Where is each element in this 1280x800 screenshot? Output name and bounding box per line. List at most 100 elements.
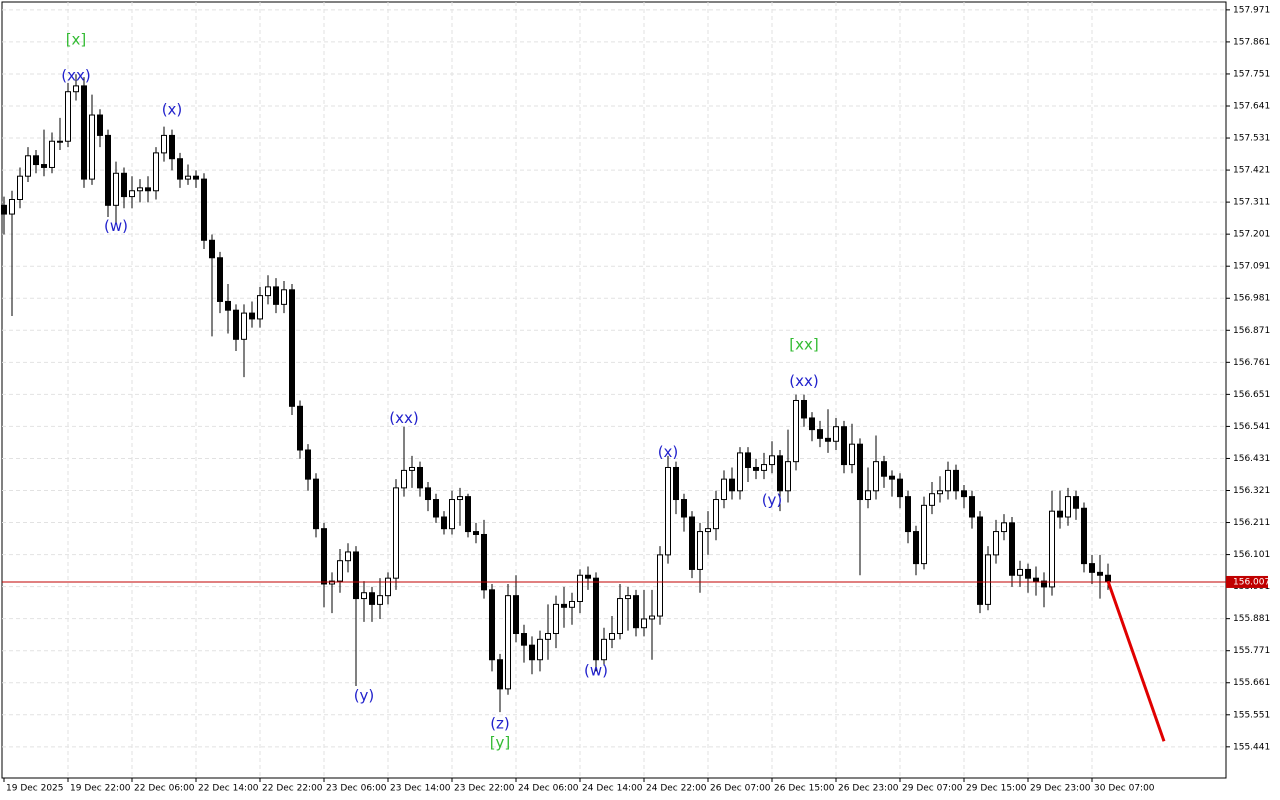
candle-body	[401, 469, 407, 489]
candle-body	[161, 134, 167, 154]
y-tick-label: 156.541	[1233, 422, 1270, 432]
x-tick-label: 19 Dec 2025	[6, 784, 64, 794]
candle-body	[265, 286, 271, 297]
candle-body	[633, 595, 639, 629]
candle-body	[97, 114, 103, 136]
wave-label: (xx)	[61, 66, 90, 84]
plot-frame	[1, 1, 1227, 779]
candle-body	[1033, 577, 1039, 582]
y-tick-label: 156.651	[1233, 390, 1270, 400]
candle-body	[241, 312, 247, 340]
candle-body	[289, 289, 295, 407]
wave-label: (z)	[490, 714, 510, 732]
x-tick-label: 29 Dec 15:00	[966, 784, 1027, 794]
candle-body	[753, 466, 759, 471]
candle-body	[841, 426, 847, 466]
candle-body	[49, 140, 55, 168]
candle-body	[449, 499, 455, 530]
candle-body	[1001, 522, 1007, 533]
candle-body	[865, 490, 871, 501]
x-tick-label: 22 Dec 14:00	[198, 784, 259, 794]
candle-body	[521, 633, 527, 646]
candle-body	[369, 592, 375, 605]
candle-body	[881, 461, 887, 477]
candle-body	[697, 531, 703, 570]
candle-body	[233, 309, 239, 340]
candle-body	[65, 91, 71, 142]
candle-body	[1, 204, 7, 215]
forecast-line	[1106, 580, 1166, 742]
y-tick-label: 155.661	[1233, 678, 1270, 688]
wave-label: (w)	[584, 661, 608, 679]
candle-body	[681, 499, 687, 518]
candle-body	[361, 592, 367, 600]
candle-body	[1057, 510, 1063, 518]
candle-body	[601, 638, 607, 661]
candle-body	[113, 172, 119, 206]
candle-body	[281, 289, 287, 305]
candle-body	[1089, 563, 1095, 573]
x-tick-label: 30 Dec 07:00	[1094, 784, 1155, 794]
candle-body	[417, 466, 423, 489]
y-tick-label: 157.861	[1233, 37, 1270, 47]
candle-body	[745, 452, 751, 468]
candle-body	[817, 429, 823, 439]
candle-body	[385, 577, 391, 597]
wave-label: (xx)	[389, 409, 418, 427]
candle-body	[393, 487, 399, 579]
wave-label: [xx]	[789, 336, 818, 354]
x-tick-label: 19 Dec 22:00	[70, 784, 131, 794]
x-tick-label: 23 Dec 22:00	[454, 784, 515, 794]
candle-body	[513, 595, 519, 635]
candle-body	[81, 85, 87, 180]
candle-body	[425, 487, 431, 501]
candle-body	[121, 172, 127, 198]
x-tick-label: 23 Dec 06:00	[326, 784, 387, 794]
candle-body	[993, 531, 999, 556]
candle-body	[1009, 522, 1015, 576]
candle-body	[457, 496, 463, 501]
candle-body	[945, 469, 951, 492]
x-tick-label: 26 Dec 15:00	[774, 784, 835, 794]
candle-body	[801, 399, 807, 419]
candle-body	[849, 443, 855, 466]
candle-body	[769, 455, 775, 466]
candle-body	[761, 464, 767, 471]
candle-body	[673, 466, 679, 501]
y-tick-label: 156.211	[1233, 518, 1270, 528]
wave-label: (y)	[762, 491, 783, 509]
candle-body	[689, 516, 695, 570]
candle-body	[641, 618, 647, 629]
x-tick-label: 24 Dec 14:00	[582, 784, 643, 794]
candle-body	[321, 528, 327, 585]
candle-body	[193, 175, 199, 180]
candle-body	[593, 577, 599, 661]
candle-body	[73, 85, 79, 93]
candle-body	[57, 140, 63, 143]
candle-body	[145, 187, 151, 192]
x-tick-label: 22 Dec 22:00	[262, 784, 323, 794]
candle-body	[489, 589, 495, 661]
candle-body	[649, 615, 655, 620]
candle-body	[929, 493, 935, 506]
candle-body	[433, 499, 439, 518]
wave-label: [x]	[66, 30, 87, 48]
candle-body	[17, 175, 23, 200]
x-tick-label: 29 Dec 23:00	[1030, 784, 1091, 794]
candle-body	[257, 295, 263, 320]
candle-body	[25, 155, 31, 177]
y-tick-label: 157.091	[1233, 262, 1270, 272]
wave-label: (y)	[354, 686, 375, 704]
candle-body	[585, 574, 591, 579]
candle-body	[1097, 571, 1103, 576]
y-tick-label: 156.101	[1233, 550, 1270, 560]
candle-body	[985, 554, 991, 605]
candle-body	[873, 461, 879, 492]
candle-body	[609, 633, 615, 640]
candle-body	[481, 533, 487, 591]
candle-body	[497, 659, 503, 690]
y-tick-label: 157.421	[1233, 166, 1270, 176]
candle-body	[713, 499, 719, 530]
candle-body	[537, 638, 543, 661]
candle-body	[905, 496, 911, 533]
